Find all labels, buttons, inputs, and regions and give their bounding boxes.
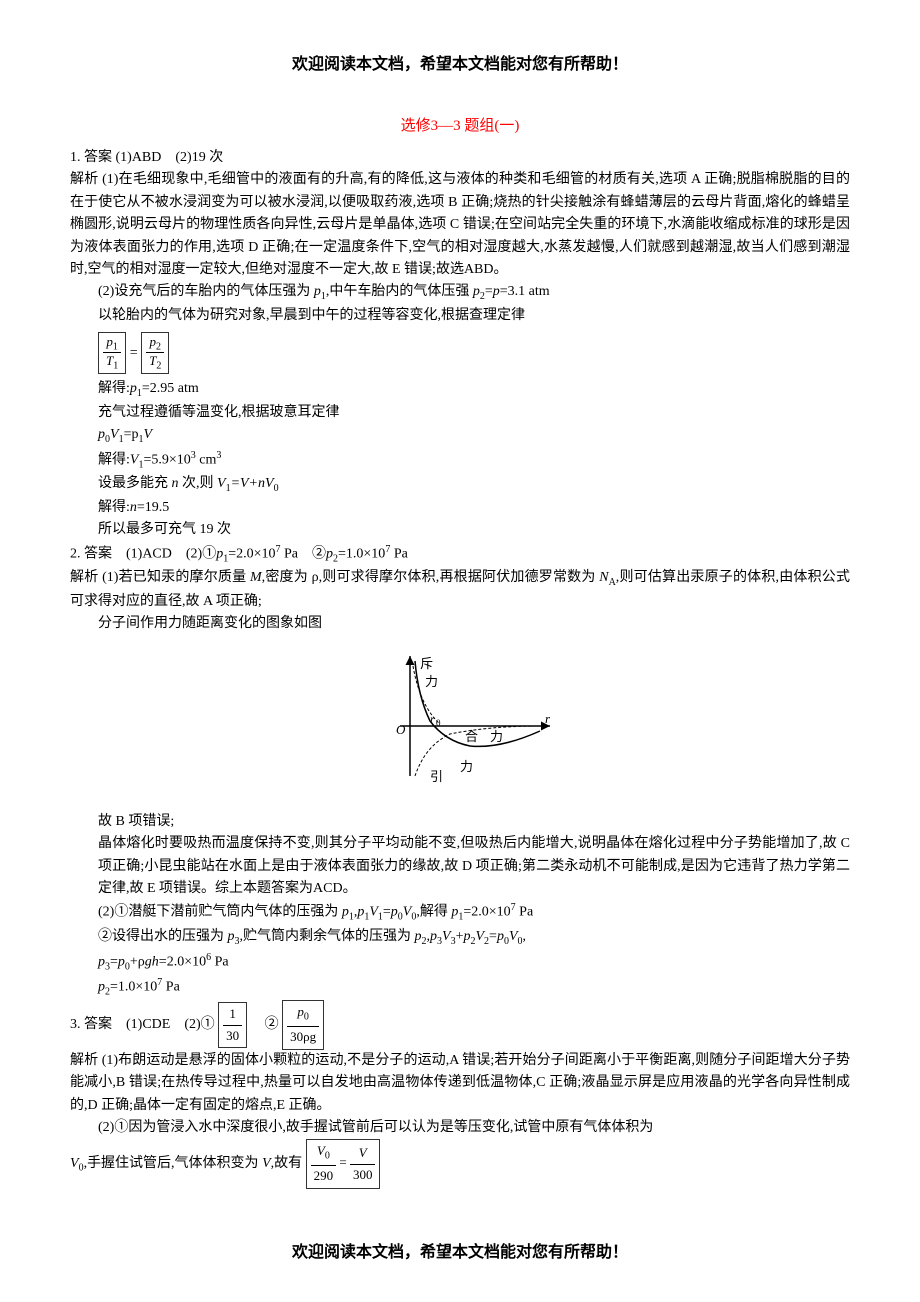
footer-text: 欢迎阅读本文档，希望本文档能对您有所帮助！ xyxy=(70,1238,850,1262)
q2-explain-p1: 解析 (1)若已知汞的摩尔质量 M,密度为 ρ,则可求得摩尔体积,再根据阿伏加德… xyxy=(70,567,850,613)
q3-answer: 3. 答案 (1)CDE (2)① 1 30 ② p0 30ρg xyxy=(70,1000,850,1049)
graph-label-li1: 力 xyxy=(425,674,438,689)
q3-part2-a: (2)①因为管浸入水中深度很小,故手握试管前后可以认为是等压变化,试管中原有气体… xyxy=(70,1117,850,1139)
q1-explain-p2: (2)设充气后的车胎内的气体压强为 p1,中午车胎内的气体压强 p2=p=3.1… xyxy=(70,281,850,305)
q2-part2-line2: ②设得出水的压强为 p3,贮气筒内剩余气体的压强为 p2,p3V3+p2V2=p… xyxy=(70,926,850,950)
q2-eq-p3: p3=p0+ρgh=2.0×106 Pa xyxy=(70,950,850,975)
graph-label-li3: 力 xyxy=(460,759,473,774)
q2-explain-p4: 晶体熔化时要吸热而温度保持不变,则其分子平均动能不变,但吸热后内能增大,说明晶体… xyxy=(70,833,850,900)
q1-explain-p1: 解析 (1)在毛细现象中,毛细管中的液面有的升高,有的降低,这与液体的种类和毛细… xyxy=(70,169,850,281)
graph-label-chi: 斥 xyxy=(420,656,433,671)
q3-part2-b: V0,手握住试管后,气体体积变为 V,故有 V0 290 = V 300 xyxy=(70,1139,850,1188)
header-text: 欢迎阅读本文档，希望本文档能对您有所帮助！ xyxy=(70,50,850,74)
q1-p4: 充气过程遵循等温变化,根据玻意耳定律 xyxy=(70,402,850,424)
q2-explain-p2: 分子间作用力随距离变化的图象如图 xyxy=(70,613,850,635)
graph-label-r: r xyxy=(545,711,551,726)
q2-part2-line1: (2)①潜艇下潜前贮气筒内气体的压强为 p1,p1V1=p0V0,解得 p1=2… xyxy=(70,900,850,925)
q1-solve3: 解得:n=19.5 xyxy=(70,497,850,519)
q1-p5: 设最多能充 n 次,则 V1=V+nV0 xyxy=(70,473,850,497)
q3-explain-p1: 解析 (1)布朗运动是悬浮的固体小颗粒的运动,不是分子的运动,A 错误;若开始分… xyxy=(70,1050,850,1117)
q2-explain-p3: 故 B 项错误; xyxy=(70,811,850,833)
graph-label-r0: r xyxy=(430,712,435,726)
force-distance-graph: 斥 力 r 0 O 合 力 引 力 r xyxy=(70,646,850,801)
section-title-text: 选修3—3 题组(一) xyxy=(401,118,520,134)
section-title: 选修3—3 题组(一) xyxy=(70,114,850,135)
q1-eq2: p0V1=p1V xyxy=(70,424,850,448)
q1-p2b: ,中午车胎内的气体压强 xyxy=(326,284,473,299)
graph-label-li2: 力 xyxy=(490,729,503,744)
q1-formula-frac: p1 T1 = p2 T2 xyxy=(98,332,850,374)
graph-label-yin: 引 xyxy=(430,769,443,784)
q1-p6: 所以最多可充气 19 次 xyxy=(70,519,850,541)
q1-solve2: 解得:V1=5.9×103 cm3 xyxy=(70,448,850,473)
q1-answer: 1. 答案 (1)ABD (2)19 次 xyxy=(70,147,850,169)
graph-label-he: 合 xyxy=(465,729,478,744)
graph-label-origin: O xyxy=(396,722,406,737)
q2-eq-p2: p2=1.0×107 Pa xyxy=(70,975,850,1000)
q1-explain-p3: 以轮胎内的气体为研究对象,早晨到中午的过程等容变化,根据查理定律 xyxy=(70,305,850,327)
q1-solve1: 解得:p1=2.95 atm xyxy=(70,378,850,402)
q2-answer: 2. 答案 (1)ACD (2)①p1=2.0×107 Pa ②p2=1.0×1… xyxy=(70,542,850,567)
q1-p2a: (2)设充气后的车胎内的气体压强为 xyxy=(98,284,314,299)
q1-p2c: =3.1 atm xyxy=(500,284,550,299)
eq-sign: = xyxy=(130,345,138,360)
graph-label-r0sub: 0 xyxy=(436,718,441,728)
